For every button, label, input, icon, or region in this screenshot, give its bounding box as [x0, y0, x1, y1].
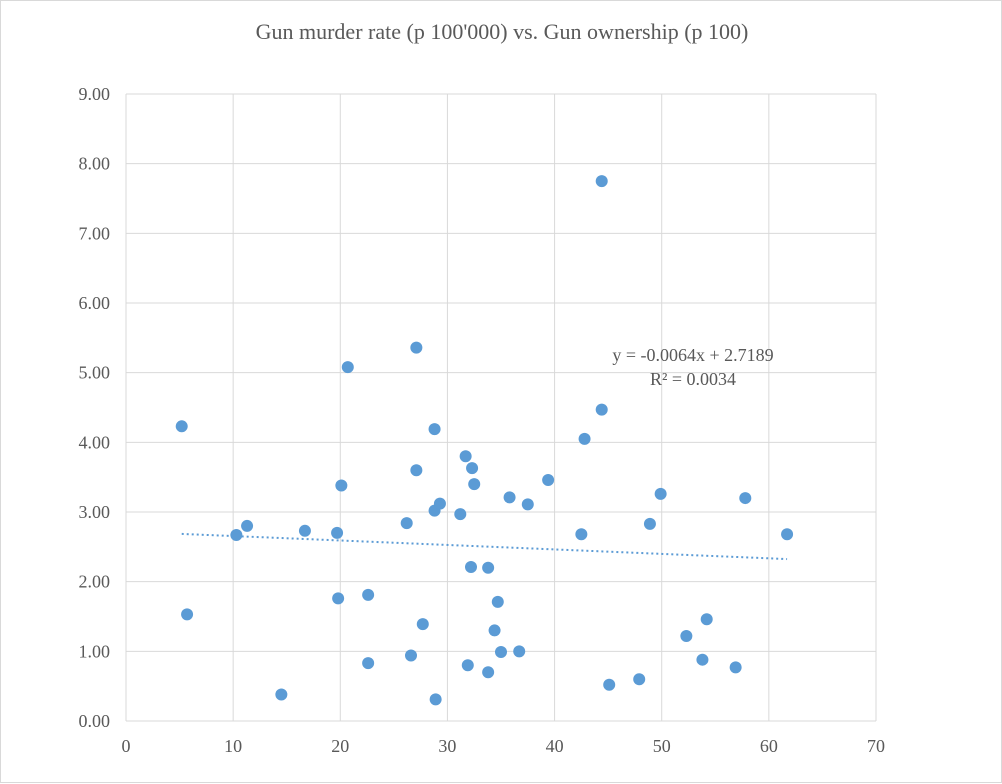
data-point [578, 432, 591, 445]
chart-title: Gun murder rate (p 100'000) vs. Gun owne… [256, 19, 749, 44]
data-point [521, 498, 534, 511]
x-tick-label: 30 [438, 736, 456, 756]
x-tick-label: 20 [331, 736, 349, 756]
data-point [429, 693, 442, 706]
data-point [433, 497, 446, 510]
y-tick-label: 9.00 [79, 84, 111, 104]
data-point [739, 492, 752, 505]
data-point [542, 473, 555, 486]
data-point [643, 517, 656, 530]
data-point [633, 673, 646, 686]
data-point [491, 595, 504, 608]
data-point [332, 592, 345, 605]
data-point [495, 646, 507, 659]
x-tick-label: 50 [653, 736, 671, 756]
data-point [331, 526, 344, 539]
y-tick-label: 4.00 [79, 432, 111, 452]
data-point [275, 688, 288, 701]
x-tick-label: 60 [760, 736, 778, 756]
data-point [595, 403, 608, 416]
y-axis-tick-labels: 0.00 1.00 2.00 3.00 4.00 5.00 6.00 7.00 8.00 9.00 [79, 84, 111, 731]
data-point [595, 175, 608, 188]
data-point [341, 361, 354, 374]
data-point [729, 661, 742, 674]
data-point [298, 524, 311, 537]
data-point [513, 645, 526, 658]
x-tick-label: 70 [867, 736, 885, 756]
data-point [466, 462, 479, 475]
x-axis-tick-labels: 0 10 20 30 40 50 60 70 [122, 736, 886, 756]
trendline [181, 532, 788, 561]
y-tick-label: 8.00 [79, 154, 111, 174]
data-point [503, 491, 516, 504]
data-point [482, 561, 495, 574]
data-point [781, 528, 794, 541]
data-point [405, 649, 417, 662]
data-point [482, 666, 495, 679]
gridlines [125, 93, 877, 722]
data-point [680, 630, 693, 643]
data-points [175, 175, 794, 706]
x-tick-label: 0 [122, 736, 131, 756]
data-point [461, 659, 474, 672]
data-point [575, 528, 588, 541]
data-point [400, 517, 413, 530]
data-point [241, 519, 254, 532]
data-point [603, 678, 616, 691]
x-tick-label: 10 [224, 736, 242, 756]
trendline-equation: y = -0.0064x + 2.7189 [612, 345, 773, 365]
data-point [335, 479, 348, 492]
y-tick-label: 0.00 [79, 711, 111, 731]
y-tick-label: 1.00 [79, 641, 111, 661]
data-point [175, 420, 188, 433]
data-point [362, 588, 375, 601]
data-point [428, 423, 441, 436]
data-point [181, 608, 194, 621]
y-tick-label: 5.00 [79, 363, 111, 383]
data-point [410, 464, 423, 477]
data-point [459, 450, 472, 463]
data-point [454, 508, 467, 521]
data-point [230, 528, 243, 541]
data-point [700, 613, 713, 626]
trendline-r-squared: R² = 0.0034 [650, 369, 736, 389]
y-tick-label: 3.00 [79, 502, 111, 522]
data-point [654, 487, 667, 500]
data-point [410, 341, 423, 354]
x-tick-label: 40 [546, 736, 564, 756]
y-tick-label: 6.00 [79, 293, 111, 313]
data-point [416, 618, 429, 631]
y-tick-label: 7.00 [79, 223, 111, 243]
data-point [696, 653, 709, 666]
data-point [362, 657, 375, 670]
data-point [465, 561, 477, 574]
data-point [488, 624, 501, 637]
data-point [468, 478, 481, 491]
y-tick-label: 2.00 [79, 572, 111, 592]
trendline-line [181, 532, 788, 561]
